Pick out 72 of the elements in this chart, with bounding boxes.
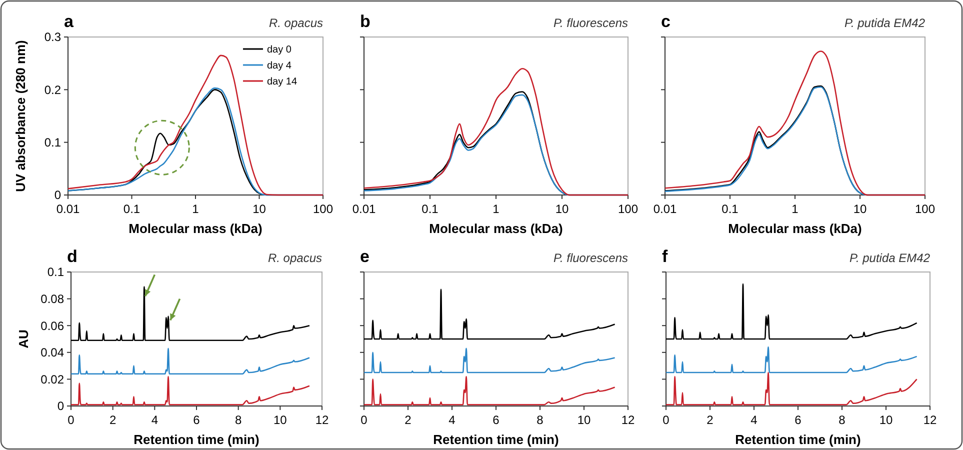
chart-subtitle: P. putida EM42 <box>844 16 926 30</box>
legend-label: day 4 <box>267 60 292 72</box>
x-tick-label: 6 <box>492 413 500 427</box>
x-tick-label: 8 <box>536 413 544 427</box>
x-axis-title: Retention time (min) <box>433 432 559 447</box>
chart-title: f <box>662 247 668 266</box>
x-tick-label: 10 <box>555 202 569 216</box>
y-tick-label: 0.1 <box>44 136 62 150</box>
y-tick-label: 0 <box>57 399 64 414</box>
x-tick-label: 2 <box>109 413 116 427</box>
x-tick-label: 10 <box>577 413 591 427</box>
y-tick-label: 0.06 <box>40 318 64 333</box>
x-tick-label: 0.1 <box>422 202 439 216</box>
x-tick-label: 1 <box>792 202 799 216</box>
x-tick-label: 10 <box>879 413 893 427</box>
y-tick-label: 0.04 <box>40 346 64 360</box>
x-tick-label: 6 <box>193 413 200 427</box>
x-tick-label: 2 <box>404 413 412 427</box>
chart-subtitle: R. opacus <box>268 16 323 30</box>
chart-subtitle: P. fluorescens <box>554 251 628 265</box>
y-axis-title: AU <box>16 330 31 348</box>
y-axis-title: UV absorbance (280 nm) <box>13 40 28 192</box>
x-tick-label: 12 <box>315 413 329 427</box>
x-axis-title: Molecular mass (kDa) <box>429 221 563 236</box>
chart-title: d <box>67 247 78 266</box>
x-tick-label: 0 <box>662 413 670 427</box>
line-series <box>70 286 310 341</box>
x-tick-label: 0.01 <box>653 202 677 216</box>
x-tick-label: 10 <box>853 202 867 216</box>
chart-subtitle: R. opacus <box>268 251 322 265</box>
x-tick-label: 1 <box>492 202 500 216</box>
y-tick-label: 0.08 <box>40 292 64 306</box>
x-tick-label: 0.1 <box>123 202 140 216</box>
x-tick-label: 100 <box>618 202 638 216</box>
chart-title: c <box>661 12 670 31</box>
legend-label: day 0 <box>267 44 292 56</box>
chart-subtitle: P. putida EM42 <box>849 251 930 265</box>
x-tick-label: 4 <box>151 413 158 427</box>
x-tick-label: 0.01 <box>352 202 376 216</box>
x-tick-label: 100 <box>914 202 936 216</box>
x-axis-title: Retention time (min) <box>134 432 260 447</box>
x-tick-label: 8 <box>838 413 846 427</box>
x-tick-label: 0 <box>360 413 368 427</box>
x-axis-title: Retention time (min) <box>735 432 861 447</box>
x-axis-title: Molecular mass (kDa) <box>128 221 262 236</box>
y-tick-label: 0 <box>54 188 62 202</box>
chart-title: a <box>64 12 74 31</box>
x-tick-label: 12 <box>621 413 635 427</box>
x-tick-label: 4 <box>750 413 758 427</box>
y-tick-label: 0.1 <box>47 265 64 280</box>
x-tick-label: 2 <box>706 413 714 427</box>
y-tick-label: 0.2 <box>44 82 62 97</box>
chart-title: e <box>360 247 370 266</box>
x-tick-label: 100 <box>312 202 334 216</box>
x-tick-label: 10 <box>252 202 266 216</box>
x-axis-title: Molecular mass (kDa) <box>728 221 862 236</box>
line-series <box>70 348 310 374</box>
x-tick-label: 6 <box>794 413 802 427</box>
line-series <box>70 376 310 406</box>
y-tick-label: 0.3 <box>44 30 62 44</box>
x-tick-label: 0 <box>68 413 75 427</box>
y-tick-label: 0.02 <box>40 372 64 386</box>
x-tick-label: 10 <box>273 413 288 427</box>
x-tick-label: 0.1 <box>722 202 739 216</box>
x-tick-label: 0.01 <box>56 202 80 216</box>
x-tick-label: 8 <box>234 413 242 427</box>
chart-subtitle: P. fluorescens <box>554 16 628 30</box>
x-tick-label: 12 <box>923 413 937 427</box>
x-tick-label: 4 <box>448 413 456 427</box>
x-tick-label: 1 <box>192 202 200 216</box>
legend-label: day 14 <box>267 76 298 88</box>
chart-title: b <box>360 12 370 31</box>
